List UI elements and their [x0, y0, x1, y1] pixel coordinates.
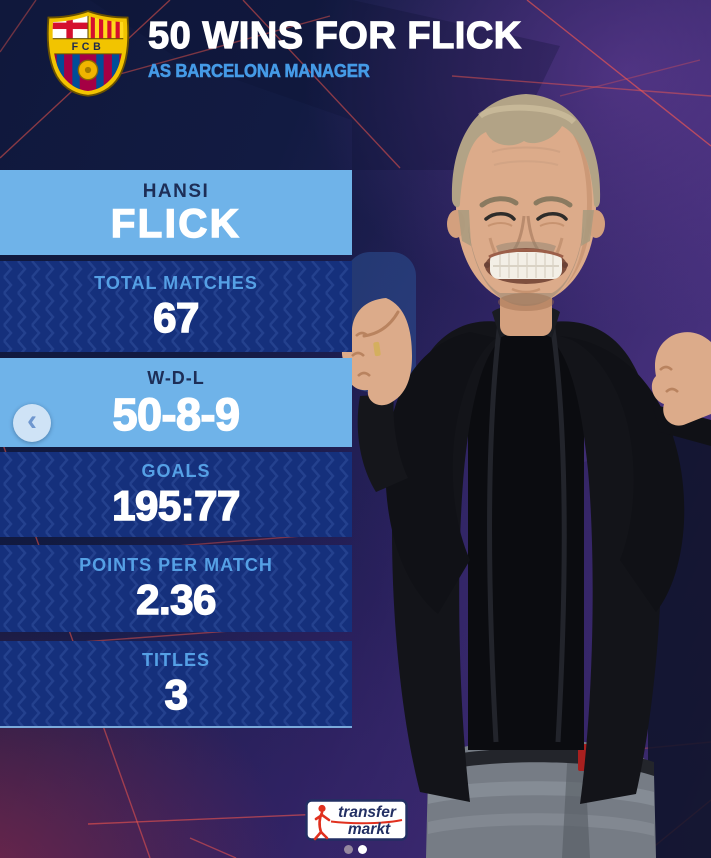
carousel-dot-1[interactable] — [344, 845, 353, 854]
stat-label: GOALS — [141, 461, 211, 482]
page-subtitle: AS BARCELONA MANAGER — [148, 61, 370, 82]
jeans-red-tag — [578, 744, 588, 771]
carousel-dot-2[interactable] — [358, 845, 367, 854]
stat-value: 50-8-9 — [112, 388, 241, 440]
crest-initials: FCB — [72, 41, 105, 53]
stat-goals: GOALS 195:77 — [0, 452, 352, 537]
stat-value: 2.36 — [135, 576, 217, 624]
eyes — [484, 212, 516, 221]
stat-label: POINTS PER MATCH — [79, 555, 273, 576]
stat-titles: TITLES 3 — [0, 641, 352, 728]
chevron-left-icon: ‹ — [27, 403, 37, 437]
stat-value: 67 — [152, 294, 200, 342]
grin-mouth — [484, 248, 568, 284]
stat-total-matches: TOTAL MATCHES 67 — [0, 261, 352, 352]
stubble-beard — [468, 226, 584, 306]
brand-word-top: transfer — [338, 804, 397, 821]
stat-label: TITLES — [142, 650, 210, 671]
brand-word-bottom: markt — [348, 821, 391, 838]
carousel-dots — [0, 845, 711, 854]
manager-name-card: HANSI FLICK — [0, 170, 352, 255]
page-title: 50 WINS FOR FLICK — [147, 14, 522, 57]
stat-value: 3 — [164, 671, 189, 719]
black-tshirt — [468, 330, 584, 750]
hair — [451, 94, 601, 208]
stat-wdl: W-D-L 50-8-9 — [0, 358, 352, 447]
right-fist — [651, 332, 711, 426]
stats-panel: HANSI FLICK TOTAL MATCHES 67 W-D-L 50-8-… — [0, 170, 352, 730]
jeans — [426, 740, 656, 858]
manager-last-name: FLICK — [110, 201, 242, 246]
transfermarkt-logo: transfer markt — [305, 799, 408, 841]
stat-label: W-D-L — [147, 367, 205, 388]
stat-points-per-match: POINTS PER MATCH 2.36 — [0, 545, 352, 632]
manager-first-name: HANSI — [142, 180, 210, 202]
stat-label: TOTAL MATCHES — [94, 273, 258, 294]
face — [447, 94, 605, 311]
fc-barcelona-crest: FCB — [46, 10, 130, 97]
gold-ring — [373, 341, 381, 357]
black-jacket — [357, 304, 711, 804]
stat-value: 195:77 — [111, 482, 241, 530]
left-fist — [341, 298, 412, 406]
previous-slide-button[interactable]: ‹ — [13, 404, 51, 442]
